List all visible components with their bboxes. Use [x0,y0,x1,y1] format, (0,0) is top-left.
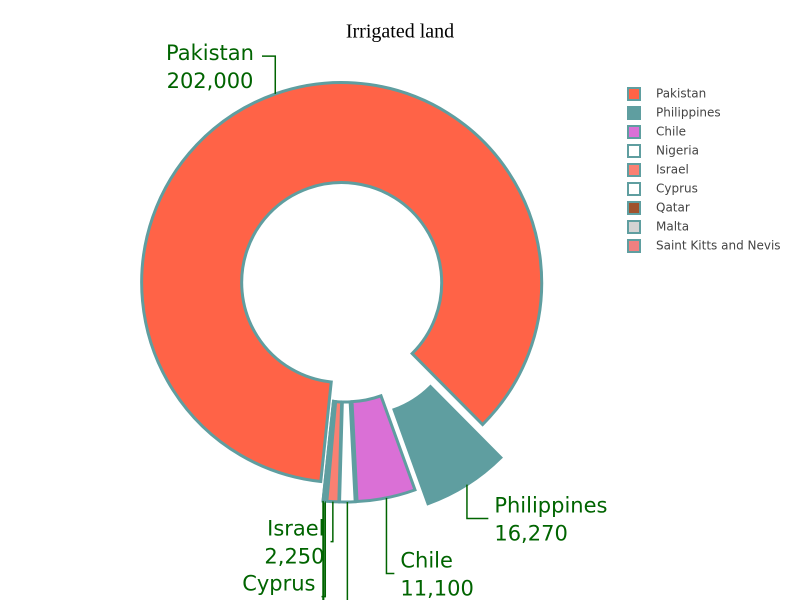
legend-label: Malta [656,220,689,234]
legend-label: Israel [656,163,689,177]
slice-label: Cyprus [242,572,315,596]
slice-value-label: 11,100 [400,576,473,600]
legend-swatch [627,220,641,234]
legend-label: Philippines [656,106,721,120]
leader-line [261,55,277,94]
legend-swatch [627,125,641,139]
slice-label: Pakistan [166,41,254,65]
legend-label: Saint Kitts and Nevis [656,239,781,253]
leader-line [322,500,324,600]
legend-label: Chile [656,125,686,139]
slice-value-label: 2,250 [264,545,324,569]
legend-label: Qatar [656,201,690,215]
leader-line [330,501,334,543]
chart-title: Irrigated land [346,21,454,43]
legend-label: Cyprus [656,182,698,196]
legend-label: Nigeria [656,144,699,158]
slice [350,393,417,504]
legend-swatch [627,163,641,177]
slice [140,81,544,484]
legend-swatch [627,182,641,196]
legend-swatch [627,87,641,101]
slice-label: Philippines [494,493,607,517]
legend-swatch [627,239,641,253]
slice [392,384,503,506]
leader-line [466,484,489,520]
slice-label: Israel [267,517,324,541]
leader-line [385,497,395,575]
legend-swatch [627,106,641,120]
slice-value-label: 202,000 [167,69,254,93]
legend-label: Pakistan [656,87,706,101]
legend-swatch [627,144,641,158]
legend-swatch [627,201,641,215]
slice-label: Chile [400,548,453,572]
slice-value-label: 16,270 [494,521,567,545]
